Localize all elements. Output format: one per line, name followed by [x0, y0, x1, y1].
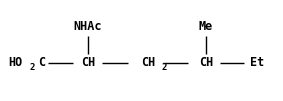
Text: Me: Me [199, 19, 213, 33]
Text: HO: HO [8, 56, 22, 69]
Text: C: C [38, 56, 45, 69]
Text: CH: CH [81, 56, 95, 69]
Text: CH: CH [141, 56, 155, 69]
Text: 2: 2 [162, 64, 167, 73]
Text: Et: Et [250, 56, 264, 69]
Text: 2: 2 [30, 64, 35, 73]
Text: CH: CH [199, 56, 213, 69]
Text: NHAc: NHAc [74, 19, 102, 33]
